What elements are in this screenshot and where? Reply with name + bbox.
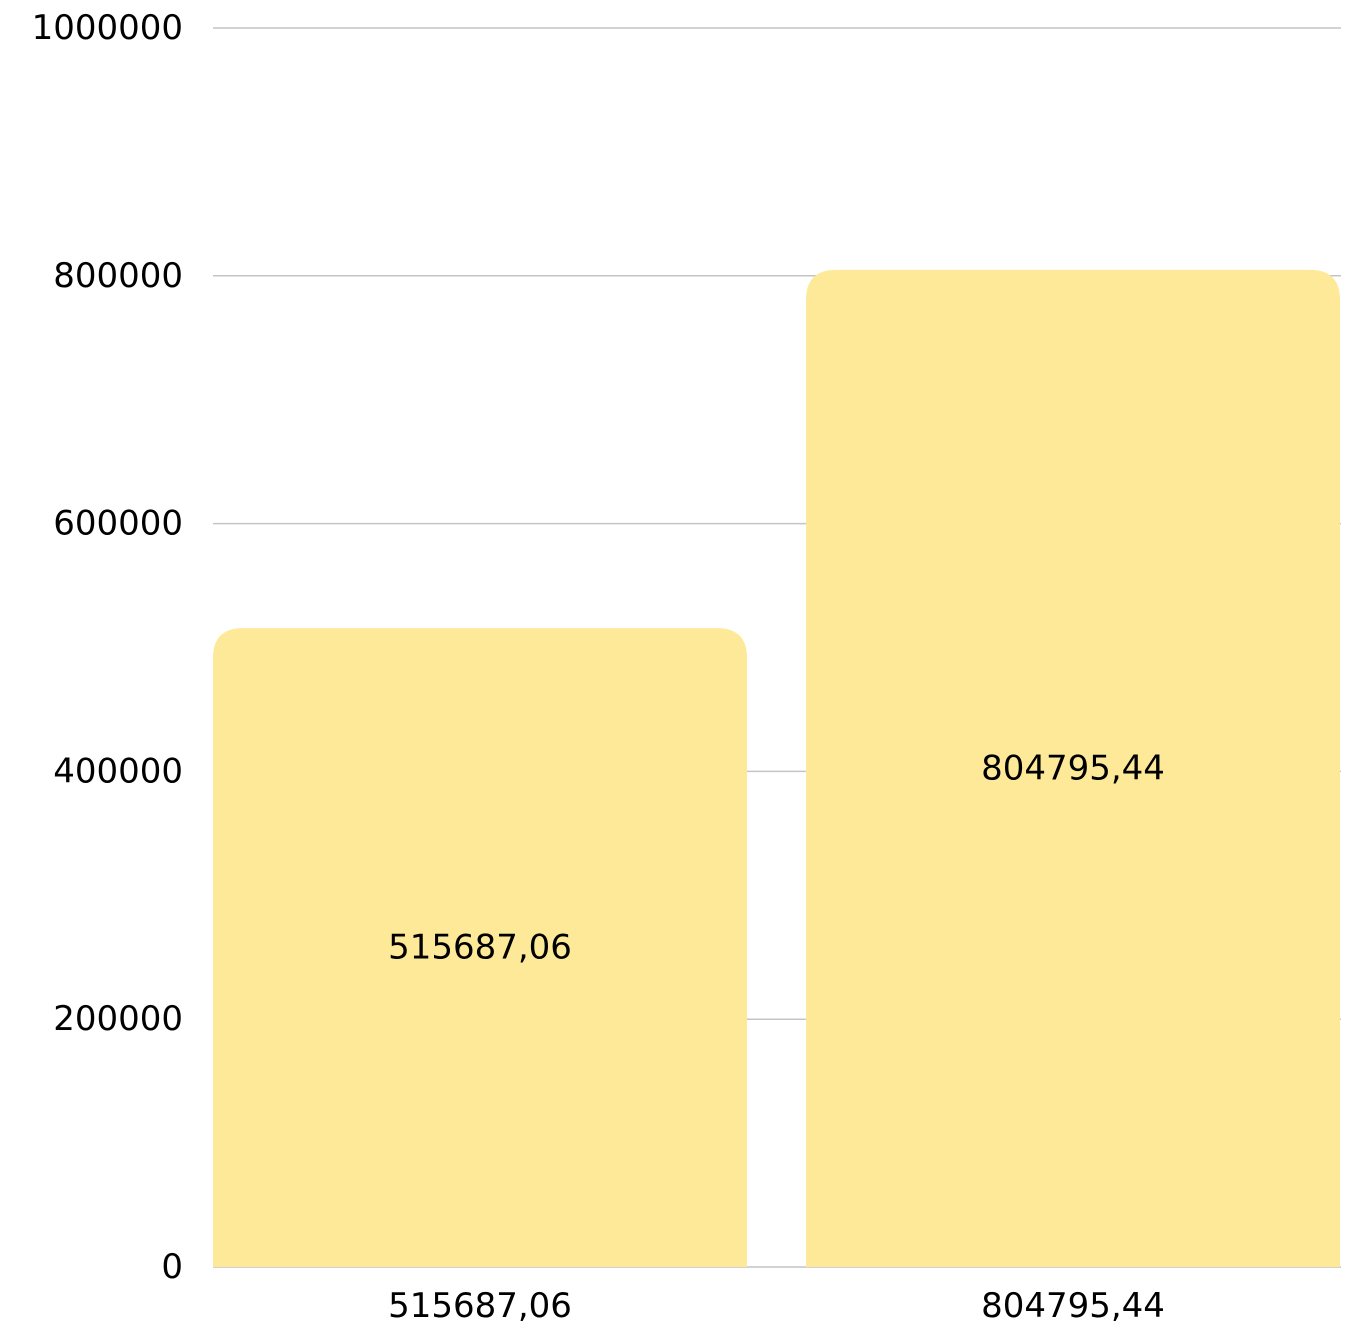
data-labels: 515687,06 804795,44	[388, 748, 1165, 967]
bar-1	[213, 628, 747, 1267]
x-tick-label-2: 804795,44	[981, 1286, 1165, 1326]
y-tick-label: 1000000	[32, 8, 183, 48]
x-tick-label-1: 515687,06	[388, 1286, 572, 1326]
y-tick-label: 0	[161, 1247, 183, 1287]
data-label-1: 515687,06	[388, 928, 572, 968]
x-axis-ticks: 515687,06 804795,44	[388, 1286, 1165, 1326]
bar-2	[806, 269, 1340, 1267]
data-label-2: 804795,44	[981, 748, 1165, 788]
y-axis-ticks: 0 200000 400000 600000 800000 1000000	[32, 8, 183, 1287]
y-tick-label: 400000	[53, 751, 183, 791]
y-tick-label: 200000	[53, 999, 183, 1039]
bars	[213, 269, 1340, 1267]
y-tick-label: 600000	[53, 504, 183, 544]
y-tick-label: 800000	[53, 256, 183, 296]
